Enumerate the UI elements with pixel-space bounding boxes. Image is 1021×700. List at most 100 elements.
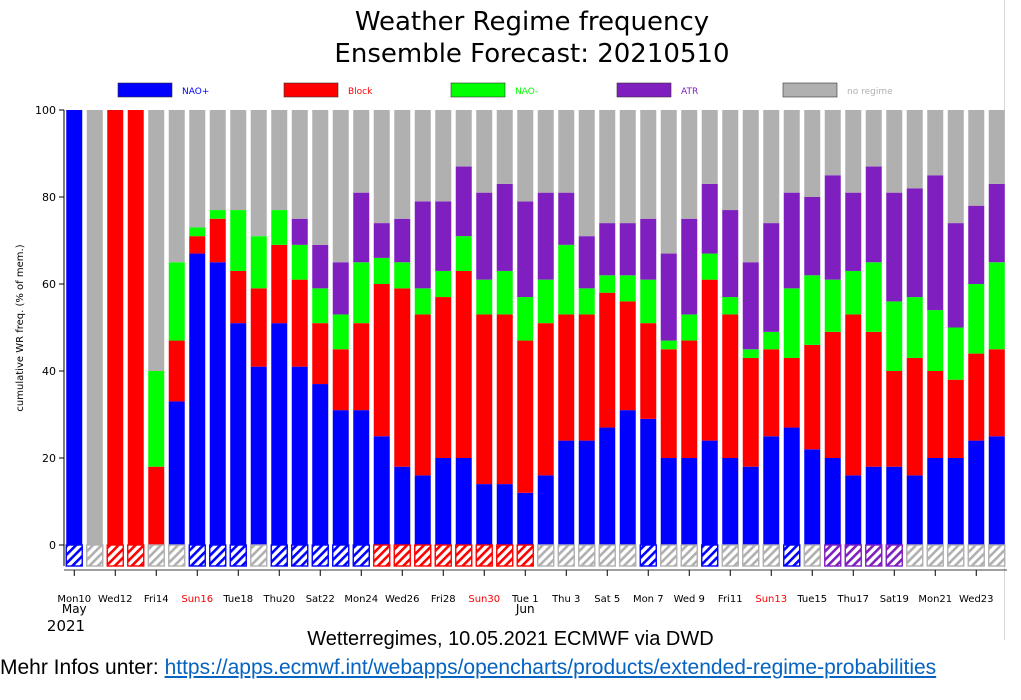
bar-segment-no-regime <box>906 110 923 189</box>
bar-segment-no-regime <box>373 110 390 224</box>
bar-segment-no-regime <box>763 110 780 224</box>
dominant-indicator-no-regime <box>762 544 780 567</box>
x-tick-label: Thu17 <box>836 594 869 605</box>
bar-segment-nao <box>394 466 411 545</box>
bar-segment-no-regime <box>783 110 800 193</box>
bar-stack <box>742 110 759 545</box>
bar-segment-nao <box>271 210 288 245</box>
bar-stack <box>537 110 554 545</box>
bar-segment-atr <box>435 201 452 271</box>
bar-segment-nao <box>496 270 513 315</box>
bar-segment-nao <box>373 436 390 545</box>
bar-segment-nao <box>865 262 882 332</box>
x-tick-label: Mon 7 <box>633 594 664 605</box>
bar-segment-nao <box>332 410 349 545</box>
bar-stack <box>476 110 493 545</box>
bar-segment-no-regime <box>701 110 718 184</box>
legend: NAO+ Block NAO- ATR no regime <box>117 82 893 98</box>
bar-segment-nao <box>742 349 759 358</box>
bar-segment-block <box>435 297 452 458</box>
dominant-indicator-block <box>414 544 432 567</box>
bar-segment-nao <box>189 253 206 546</box>
dominant-indicator-block <box>434 544 452 567</box>
bar-stack <box>414 110 431 545</box>
bar-segment-nao <box>722 458 739 545</box>
dominant-indicator-nao <box>783 544 801 567</box>
bar-stack <box>189 110 206 546</box>
bar-stack <box>968 110 985 545</box>
bar-segment-nao <box>947 327 964 380</box>
dominant-indicator-atr <box>865 544 883 567</box>
bar-segment-nao <box>906 297 923 358</box>
bar-segment-nao <box>250 366 267 545</box>
bar-segment-no-regime <box>660 110 677 254</box>
dominant-indicator-no-regime <box>86 544 104 567</box>
x-tick-label: Tue 1 <box>511 594 539 605</box>
x-tick-label: Wed12 <box>98 594 133 605</box>
bar-segment-nao <box>599 427 616 545</box>
x-tick-label: Mon21 <box>918 594 952 605</box>
bar-segment-no-regime <box>804 110 821 197</box>
bar-segment-atr <box>701 183 718 254</box>
legend-swatch-nao <box>117 82 173 98</box>
bar-segment-no-regime <box>230 110 247 211</box>
legend-label-atr: ATR <box>681 87 698 97</box>
bar-segment-block <box>394 288 411 467</box>
bar-segment-nao <box>476 484 493 545</box>
bar-segment-nao <box>845 475 862 545</box>
bar-segment-block <box>701 279 718 441</box>
bar-segment-atr <box>886 192 903 302</box>
dominant-indicator-nao <box>639 544 657 567</box>
dominant-indicator-nao <box>65 544 83 567</box>
bar-stack <box>66 110 83 545</box>
bar-segment-block <box>558 314 575 441</box>
bar-segment-block <box>804 344 821 450</box>
bar-stack <box>804 110 821 545</box>
bar-segment-block <box>148 466 165 545</box>
bar-segment-block <box>517 340 534 493</box>
dominant-indicator-no-regime <box>680 544 698 567</box>
bar-segment-no-regime <box>619 110 636 224</box>
bar-segment-atr <box>681 218 698 315</box>
bar-segment-block <box>230 270 247 324</box>
info-link[interactable]: https://apps.ecmwf.int/webapps/openchart… <box>164 656 937 679</box>
bar-segment-nao <box>824 458 841 545</box>
bar-segment-atr <box>619 223 636 276</box>
bar-segment-no-regime <box>312 110 329 245</box>
bar-segment-block <box>476 314 493 485</box>
dominant-indicator-no-regime <box>557 544 575 567</box>
dominant-indicator-no-regime <box>988 544 1006 567</box>
y-tick-label: 100 <box>35 104 56 117</box>
legend-label-no-regime: no regime <box>847 87 893 97</box>
legend-label-nao: NAO+ <box>182 87 209 97</box>
bar-segment-nao <box>209 262 226 545</box>
bar-segment-nao <box>189 227 206 237</box>
bar-segment-block <box>537 323 554 476</box>
bar-segment-nao <box>599 275 616 293</box>
bar-stack <box>209 110 226 545</box>
bar-stack <box>947 110 964 545</box>
bar-segment-atr <box>332 262 349 315</box>
bar-segment-atr <box>988 183 1005 263</box>
bar-segment-nao <box>230 210 247 271</box>
bar-segment-nao <box>168 401 185 545</box>
bar-segment-nao <box>845 270 862 315</box>
bar-segment-nao <box>517 297 534 341</box>
bar-segment-nao <box>619 410 636 545</box>
bar-stack <box>332 110 349 545</box>
dominant-indicator-no-regime <box>168 544 186 567</box>
bar-segment-nao <box>824 279 841 332</box>
bar-segment-block <box>845 314 862 476</box>
bar-stack <box>886 110 903 545</box>
bar-segment-atr <box>906 188 923 298</box>
dominant-indicator-block <box>516 544 534 567</box>
bar-segment-nao <box>66 110 83 545</box>
bar-segment-atr <box>968 205 985 284</box>
bar-segment-no-regime <box>845 110 862 193</box>
bar-stack <box>271 110 288 545</box>
dominant-indicator-block <box>393 544 411 567</box>
bar-segment-atr <box>599 223 616 276</box>
bar-segment-no-regime <box>86 110 103 545</box>
bar-segment-nao <box>148 371 165 467</box>
x-tick-label: Sat22 <box>306 594 335 605</box>
